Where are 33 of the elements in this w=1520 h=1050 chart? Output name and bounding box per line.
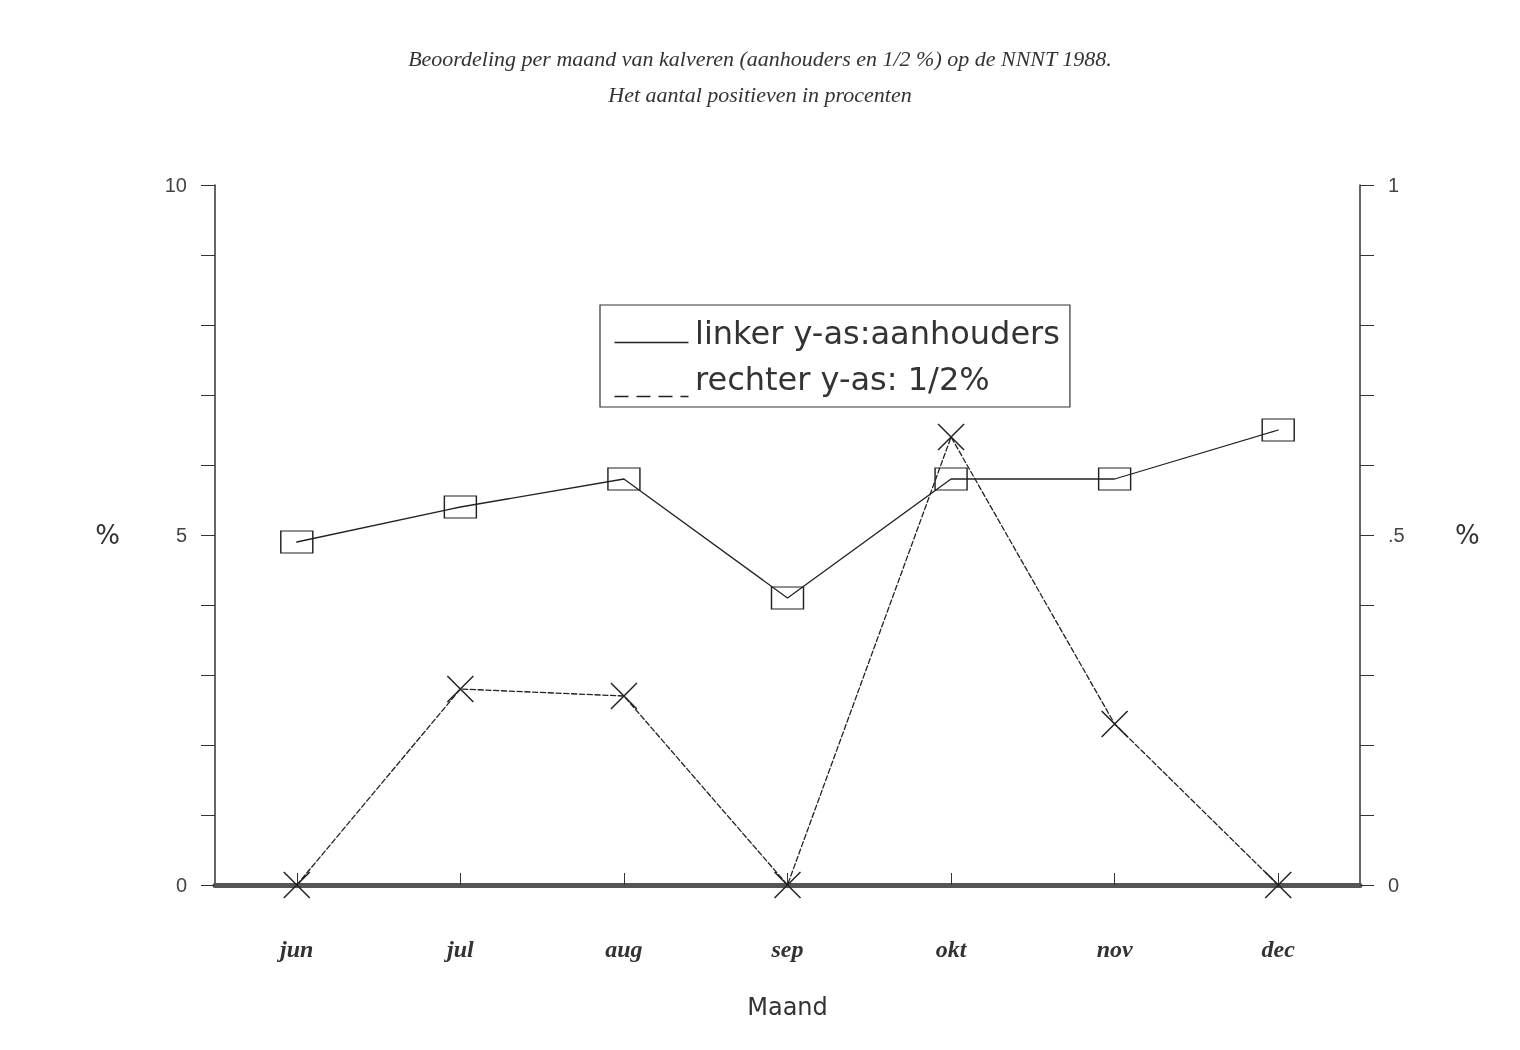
legend-label: linker y-as:aanhouders — [695, 314, 1060, 352]
y2-tick-label: 1 — [1388, 174, 1400, 196]
chart-title: Beoordeling per maand van kalveren (aanhouders en 1/2 %) op de NNNT 1988. — [408, 45, 1112, 71]
legend-label: rechter y-as: 1/2% — [695, 360, 990, 398]
y2-tick-label: .5 — [1388, 524, 1405, 546]
point — [937, 423, 965, 451]
y-axis-title: % — [95, 520, 120, 550]
x-axis-title: Maand — [747, 993, 828, 1021]
point — [1264, 871, 1292, 899]
y-tick-label: 5 — [175, 524, 187, 546]
x-tick-label: aug — [605, 936, 643, 962]
x-tick-label: jun — [276, 936, 314, 962]
x-tick-label: nov — [1096, 936, 1133, 962]
x-tick-label: okt — [935, 936, 968, 962]
point — [1100, 710, 1129, 738]
point — [283, 871, 311, 899]
point — [934, 467, 968, 491]
point — [773, 871, 802, 899]
x-tick-label: jul — [443, 936, 475, 962]
y2-tick-label: 0 — [1388, 874, 1400, 896]
point — [443, 495, 477, 519]
point — [280, 530, 314, 554]
x-tick-label: sep — [770, 936, 804, 962]
y2-axis-title: % — [1455, 520, 1480, 550]
y-tick-label: 10 — [164, 174, 187, 196]
x-tick-label: dec — [1261, 936, 1296, 962]
y-tick-label: 0 — [175, 874, 187, 896]
point — [1098, 467, 1132, 491]
chart-subtitle: Het aantal positieven in procenten — [607, 81, 912, 107]
point — [446, 675, 475, 703]
point — [1261, 418, 1295, 442]
point — [610, 682, 638, 710]
point — [607, 467, 641, 491]
